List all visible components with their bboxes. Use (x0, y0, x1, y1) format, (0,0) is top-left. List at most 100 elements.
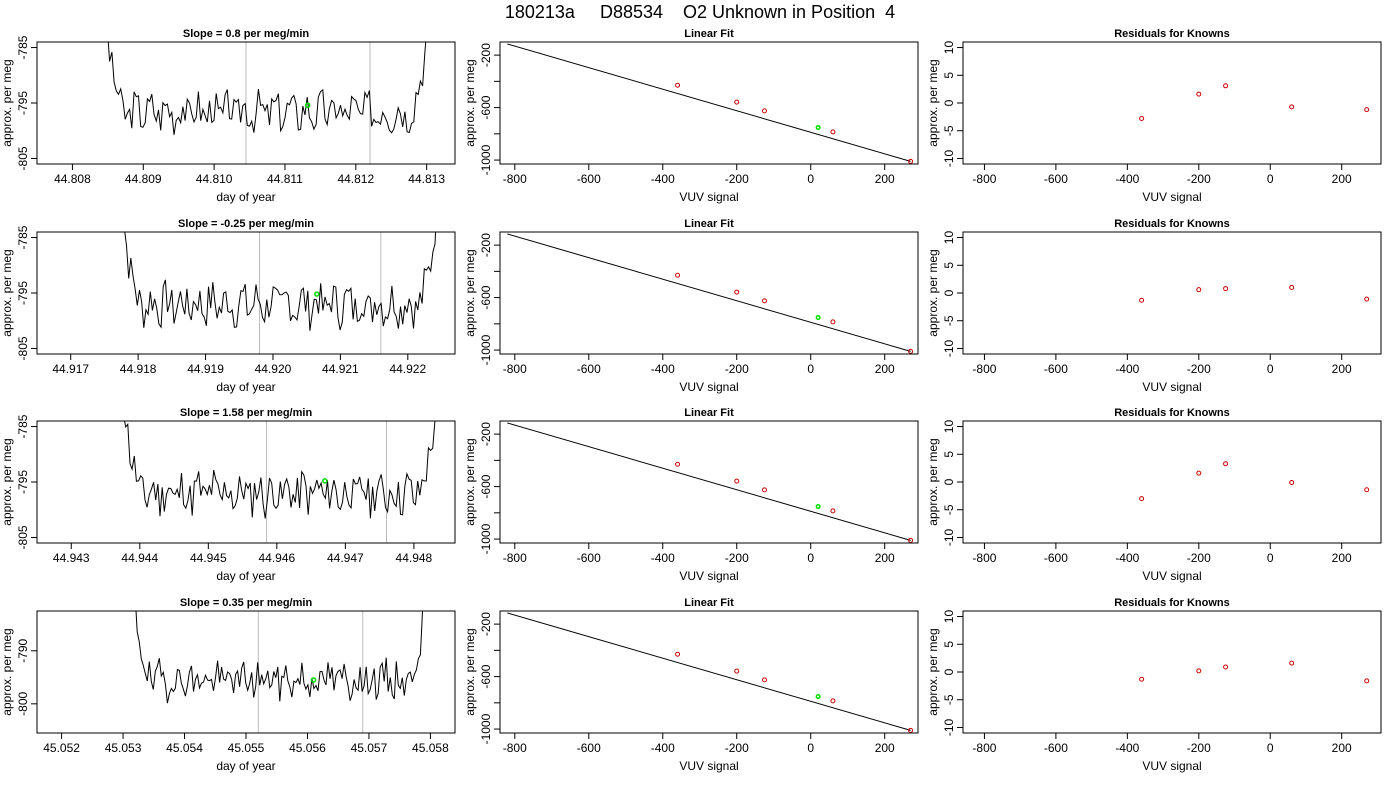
x-tick-label: 200 (875, 172, 895, 186)
plot-area (1139, 461, 1370, 502)
x-tick-label: 44.812 (337, 172, 374, 186)
known-point (1364, 487, 1370, 493)
x-tick-label: 44.808 (54, 172, 91, 186)
x-tick-label: -400 (1115, 741, 1139, 755)
x-tick-label: -800 (503, 741, 527, 755)
known-point (761, 298, 767, 304)
x-tick-label: 44.811 (267, 172, 303, 186)
chart-title: Linear Fit (684, 597, 734, 609)
chart-title: Residuals for Knowns (1114, 407, 1230, 419)
chart-panel-10: Slope = 0.35 per meg/min 45.052 45.053 45.0… (0, 597, 456, 773)
x-tick-label: -600 (577, 551, 601, 565)
x-tick-label: 44.922 (389, 362, 426, 376)
y-axis-label: approx. per meg (0, 59, 14, 146)
x-tick-label: -200 (725, 172, 749, 186)
known-point (1364, 107, 1370, 113)
fit-line (507, 612, 911, 731)
x-tick-label: -200 (1187, 172, 1211, 186)
x-tick-label: -800 (503, 362, 527, 376)
y-tick-label: -800 (16, 691, 30, 715)
chart-title: Linear Fit (684, 218, 734, 230)
known-point (1223, 461, 1229, 467)
x-tick-label: 44.945 (190, 551, 227, 565)
x-axis-label: VUV signal (1142, 380, 1201, 394)
unknown-point (304, 102, 311, 108)
x-tick-label: 45.057 (351, 741, 388, 755)
known-point (675, 82, 681, 88)
x-tick-label: -800 (503, 172, 527, 186)
x-axis-label: day of year (216, 380, 275, 394)
y-axis-label: approx. per meg (926, 628, 940, 715)
y-tick-label: -805 (16, 525, 30, 549)
figure-title: 180213a D88534 O2 Unknown in Position 4 (504, 2, 896, 22)
known-point (1139, 297, 1145, 303)
y-tick-label: -5 (942, 125, 956, 136)
known-point (675, 272, 681, 278)
x-tick-label: -800 (972, 362, 996, 376)
y-tick-label: -200 (479, 612, 493, 636)
unknown-point (314, 291, 320, 297)
x-axis-label: VUV signal (679, 380, 738, 394)
chart-title: Residuals for Knowns (1114, 218, 1230, 230)
x-tick-label: -400 (1115, 551, 1139, 565)
chart-panel-12: Residuals for Knowns -800 -600 -400 -200 0 200… (926, 597, 1382, 773)
y-tick-label: 10 (942, 420, 956, 434)
plot-area (1139, 284, 1370, 303)
y-tick-label: 0 (942, 478, 956, 485)
x-tick-label: 44.918 (120, 362, 157, 376)
x-tick-label: -200 (725, 741, 749, 755)
x-axis-label: day of year (216, 759, 275, 773)
x-tick-label: 0 (807, 551, 814, 565)
x-tick-label: 44.921 (322, 362, 359, 376)
x-axis-label: VUV signal (679, 569, 738, 583)
y-tick-label: -10 (942, 528, 956, 546)
plot-area (135, 611, 424, 733)
x-tick-label: 44.810 (196, 172, 233, 186)
x-tick-label: -200 (725, 551, 749, 565)
known-point (1196, 91, 1202, 97)
x-tick-label: 0 (807, 362, 814, 376)
x-axis-label: VUV signal (1142, 190, 1201, 204)
y-tick-label: -600 (479, 474, 493, 498)
chart-panel-9: Residuals for Knowns -800 -600 -400 -200 0 200… (926, 407, 1382, 583)
chart-panel-3: Residuals for Knowns -800 -600 -400 -200 0 200… (926, 28, 1382, 204)
known-point (908, 537, 914, 543)
chart-title: Linear Fit (684, 28, 734, 40)
x-tick-label: -600 (1044, 362, 1068, 376)
x-tick-label: 200 (875, 362, 895, 376)
fit-line (507, 233, 911, 352)
unknown-point (310, 677, 317, 683)
unknown-point (815, 124, 821, 131)
plot-area (507, 43, 914, 164)
known-point (830, 698, 836, 704)
y-tick-label: 5 (942, 641, 956, 648)
known-point (675, 461, 681, 467)
y-tick-label: -200 (479, 233, 493, 257)
x-axis-label: day of year (216, 190, 275, 204)
known-point (908, 158, 914, 164)
y-tick-label: 5 (942, 262, 956, 269)
x-tick-label: 45.052 (43, 741, 80, 755)
y-tick-label: -805 (16, 146, 30, 170)
x-tick-label: -600 (577, 172, 601, 186)
known-point (1196, 668, 1202, 674)
chart-title: Linear Fit (684, 407, 734, 419)
plot-frame (962, 420, 1382, 544)
y-tick-label: -600 (479, 95, 493, 119)
x-tick-label: -600 (1044, 551, 1068, 565)
chart-panel-2: Linear Fit -800 -600 -400 -200 0 200 -200 -600 -1… (463, 28, 919, 204)
unknown-point (815, 314, 821, 321)
y-axis-label: approx. per meg (926, 59, 940, 146)
x-tick-label: 45.054 (166, 741, 203, 755)
known-point (1223, 664, 1229, 670)
y-axis-label: approx. per meg (463, 59, 477, 146)
plot-frame (499, 41, 919, 165)
known-point (761, 487, 767, 493)
known-point (1139, 676, 1145, 682)
x-tick-label: 45.056 (289, 741, 326, 755)
x-tick-label: -800 (503, 551, 527, 565)
y-tick-label: -1000 (479, 713, 493, 744)
y-tick-label: -5 (942, 315, 956, 326)
x-tick-label: 200 (1332, 362, 1352, 376)
y-tick-label: -5 (942, 504, 956, 515)
